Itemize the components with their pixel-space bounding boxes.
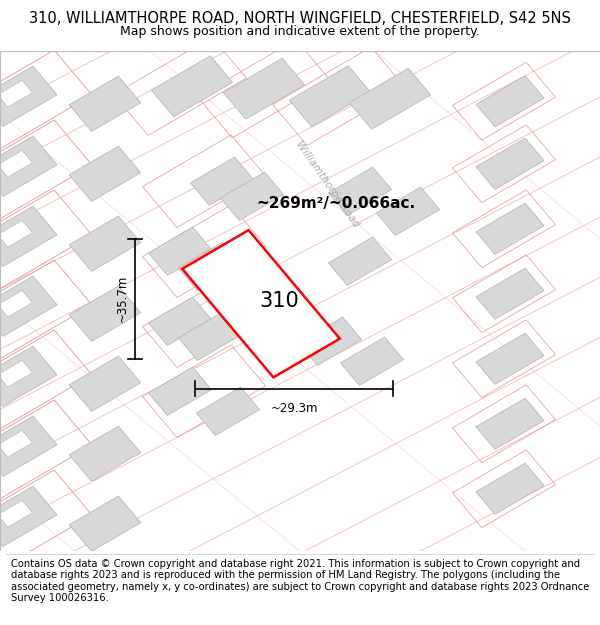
Polygon shape (289, 66, 371, 127)
Polygon shape (0, 136, 57, 196)
Polygon shape (151, 56, 233, 117)
Polygon shape (0, 291, 32, 317)
Polygon shape (476, 333, 544, 384)
Text: Contains OS data © Crown copyright and database right 2021. This information is : Contains OS data © Crown copyright and d… (11, 559, 589, 603)
Polygon shape (148, 297, 212, 346)
Polygon shape (182, 230, 340, 378)
Polygon shape (148, 227, 212, 276)
Polygon shape (220, 172, 284, 221)
Polygon shape (223, 58, 305, 119)
Polygon shape (148, 367, 212, 416)
Polygon shape (0, 346, 57, 406)
Polygon shape (328, 237, 392, 286)
Polygon shape (0, 81, 32, 107)
Polygon shape (0, 486, 57, 546)
Polygon shape (69, 496, 141, 551)
Polygon shape (476, 268, 544, 319)
Polygon shape (298, 317, 362, 366)
Polygon shape (69, 76, 141, 131)
Polygon shape (476, 138, 544, 189)
Polygon shape (0, 206, 57, 266)
Text: 310, WILLIAMTHORPE ROAD, NORTH WINGFIELD, CHESTERFIELD, S42 5NS: 310, WILLIAMTHORPE ROAD, NORTH WINGFIELD… (29, 11, 571, 26)
Polygon shape (328, 167, 392, 216)
Polygon shape (190, 157, 254, 206)
Polygon shape (476, 203, 544, 254)
Polygon shape (0, 416, 57, 476)
Polygon shape (0, 501, 32, 527)
Polygon shape (0, 221, 32, 247)
Text: 310: 310 (259, 291, 299, 311)
Text: ~29.3m: ~29.3m (270, 402, 318, 415)
Polygon shape (0, 361, 32, 387)
Polygon shape (349, 68, 431, 129)
Polygon shape (0, 151, 32, 177)
Text: Williamthorpe Road: Williamthorpe Road (293, 139, 361, 229)
Polygon shape (196, 387, 260, 436)
Polygon shape (340, 337, 404, 386)
Polygon shape (476, 76, 544, 127)
Polygon shape (0, 66, 57, 126)
Polygon shape (476, 398, 544, 449)
Polygon shape (69, 216, 141, 271)
Polygon shape (178, 312, 242, 361)
Polygon shape (376, 187, 440, 236)
Text: Map shows position and indicative extent of the property.: Map shows position and indicative extent… (120, 26, 480, 39)
Polygon shape (178, 242, 242, 291)
Text: ~269m²/~0.066ac.: ~269m²/~0.066ac. (256, 196, 416, 211)
Polygon shape (69, 146, 141, 201)
Polygon shape (0, 276, 57, 336)
Polygon shape (476, 463, 544, 514)
Polygon shape (69, 356, 141, 411)
Polygon shape (69, 426, 141, 481)
Text: ~35.7m: ~35.7m (116, 275, 129, 322)
Polygon shape (0, 431, 32, 457)
Polygon shape (69, 286, 141, 341)
